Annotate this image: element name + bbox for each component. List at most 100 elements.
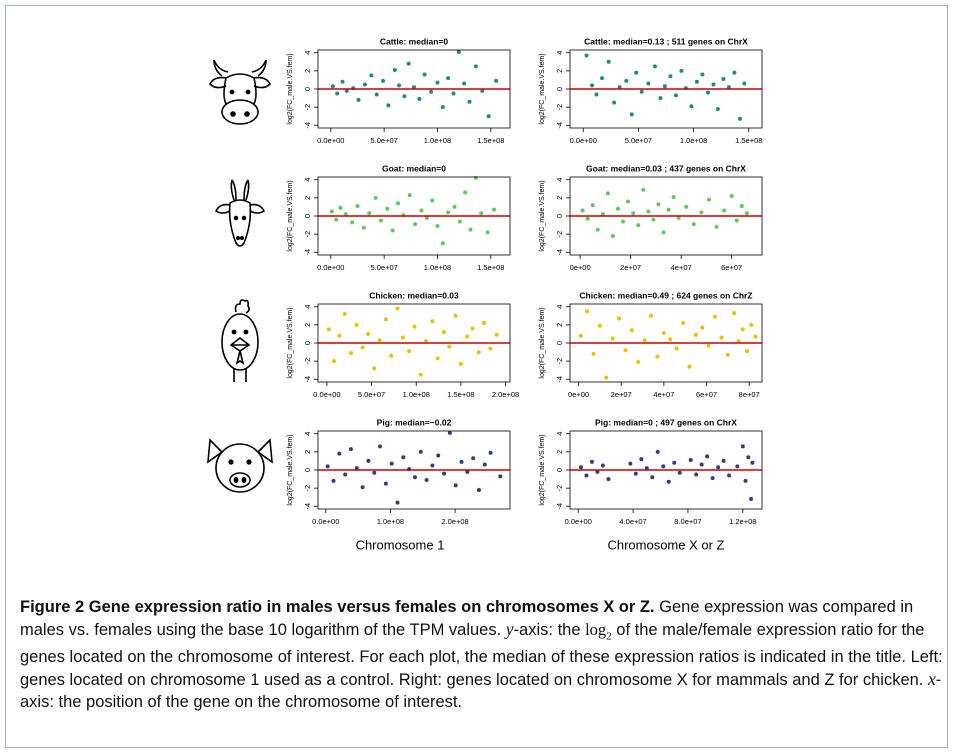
point	[395, 500, 400, 505]
point	[424, 339, 429, 344]
point	[732, 70, 737, 75]
x-tick-label: 1.5e+08	[477, 263, 504, 272]
point	[395, 306, 400, 311]
point	[705, 454, 710, 459]
point	[674, 346, 679, 351]
point	[452, 204, 457, 209]
point	[471, 456, 476, 461]
y-tick-label: 4	[555, 432, 564, 436]
point	[626, 199, 631, 204]
point	[374, 92, 379, 97]
point	[463, 190, 468, 195]
point	[655, 354, 660, 359]
point	[749, 497, 754, 502]
y-tick-label: 2	[303, 450, 312, 454]
point	[578, 465, 583, 470]
point	[676, 215, 681, 220]
point	[383, 481, 388, 486]
y-tick-label: 4	[303, 51, 312, 55]
point	[662, 84, 667, 89]
point	[473, 175, 478, 180]
point	[338, 205, 343, 210]
x-tick-label: 2.0e+08	[492, 390, 519, 399]
point	[590, 83, 595, 88]
point	[679, 68, 684, 73]
caption-heading: Figure 2 Gene expression ratio in males …	[20, 598, 655, 616]
y-tick-label: -2	[555, 358, 564, 365]
point	[372, 470, 377, 475]
point	[462, 81, 467, 86]
point	[688, 458, 693, 463]
point	[716, 465, 721, 470]
y-tick-label: 4	[303, 305, 312, 309]
point	[722, 208, 727, 213]
point	[330, 84, 335, 89]
x-tick-label: 5.0e+07	[625, 136, 652, 145]
point	[646, 209, 651, 214]
point	[744, 211, 749, 216]
point	[721, 77, 726, 82]
point	[386, 103, 391, 108]
caption-math: y	[505, 618, 514, 639]
point	[407, 349, 412, 354]
point	[465, 469, 470, 474]
point	[361, 225, 366, 230]
panel-title: Cattle: median=0	[380, 36, 449, 46]
scatter-panel: Goat: median=0.03 ; 437 genes on ChrX log…	[539, 163, 763, 272]
scatter-panel: Pig: median=0 ; 497 genes on ChrX log2(FC…	[539, 417, 763, 526]
x-tick-label: 1.0e+08	[424, 263, 451, 272]
point	[694, 472, 699, 477]
point	[373, 195, 378, 200]
x-tick-label: 0e+00	[568, 390, 589, 399]
x-tick-label: 2e+07	[620, 263, 641, 272]
column-label: Chromosome 1	[356, 537, 445, 552]
point	[606, 59, 611, 64]
point	[650, 475, 655, 480]
point	[725, 352, 730, 357]
point	[372, 366, 377, 371]
scatter-panel: Goat: median=0 log2(FC_male.VS.fem) -4 -2 0 2…	[287, 163, 511, 272]
figure: Chromosome 1 Chromosome X or Z Cattle: m…	[207, 36, 763, 552]
point	[753, 334, 758, 339]
x-tick-label: 6e+07	[696, 390, 717, 399]
point	[673, 93, 678, 98]
point	[610, 336, 615, 341]
scatter-panel: Cattle: median=0.13 ; 511 genes on ChrX l…	[539, 36, 763, 145]
x-tick-label: 1.0e+08	[403, 390, 430, 399]
y-axis-label: log2(FC_male.VS.fem)	[539, 307, 546, 378]
y-tick-label: 0	[303, 341, 312, 345]
point	[584, 473, 589, 478]
y-tick-label: -2	[303, 104, 312, 111]
y-tick-label: 4	[555, 51, 564, 55]
y-tick-label: 4	[303, 432, 312, 436]
point	[473, 64, 478, 69]
point	[422, 72, 427, 77]
point	[340, 79, 345, 84]
y-axis-label: log2(FC_male.VS.fem)	[539, 53, 546, 124]
caption-text: of the male/female expression ratio for …	[20, 620, 943, 690]
point	[417, 96, 422, 101]
point	[349, 350, 354, 355]
y-axis-label: log2(FC_male.VS.fem)	[287, 307, 294, 378]
x-tick-label: 1.0e+08	[680, 136, 707, 145]
point	[451, 91, 456, 96]
point	[337, 451, 342, 456]
point	[699, 210, 704, 215]
panel-title: Cattle: median=0.13 ; 511 genes on ChrX	[584, 36, 748, 46]
point	[705, 90, 710, 95]
x-tick-label: 2e+07	[611, 390, 632, 399]
point	[392, 67, 397, 72]
point	[713, 314, 718, 319]
x-tick-label: 0.0e+00	[313, 390, 340, 399]
point	[400, 335, 405, 340]
point	[389, 353, 394, 358]
point	[595, 469, 600, 474]
point	[446, 76, 451, 81]
point	[616, 206, 620, 211]
point	[440, 241, 445, 246]
point	[381, 78, 386, 83]
x-tick-label: 8e+07	[739, 390, 760, 399]
y-tick-label: 0	[555, 341, 564, 345]
point	[447, 430, 452, 435]
point	[629, 328, 634, 333]
